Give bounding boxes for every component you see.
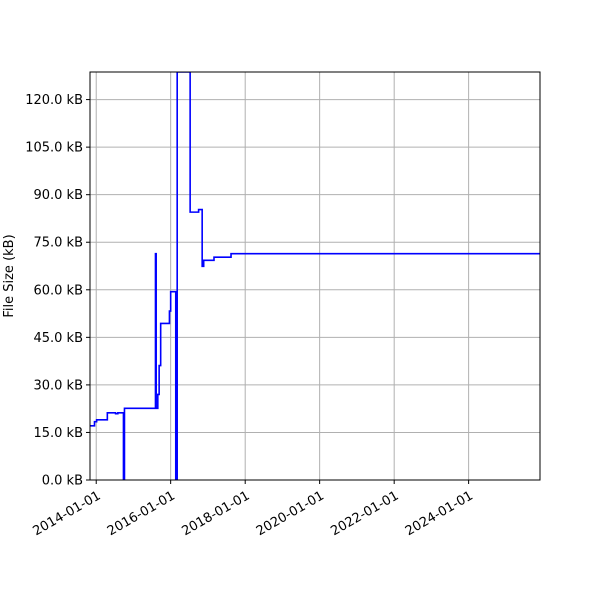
- series-layer: [90, 72, 540, 480]
- y-tick-label: 30.0 kB: [33, 378, 83, 393]
- x-axis-ticks: 2014-01-01 2016-01-01 2018-01-01 2020-01-01…: [30, 480, 476, 539]
- y-tick-label: 15.0 kB: [33, 426, 83, 441]
- x-tick-label: 2024-01-01: [403, 488, 476, 539]
- y-axis-label: File Size (kB): [2, 234, 17, 317]
- x-tick-label: 2014-01-01: [30, 488, 103, 539]
- x-tick-label: 2020-01-01: [254, 488, 327, 539]
- y-tick-label: 60.0 kB: [33, 283, 83, 298]
- grid: [90, 72, 540, 481]
- x-tick-label: 2018-01-01: [179, 488, 252, 539]
- y-tick-label: 45.0 kB: [33, 331, 83, 346]
- x-tick-label: 2016-01-01: [105, 488, 178, 539]
- x-tick-label: 2022-01-01: [328, 488, 401, 539]
- y-tick-label: 105.0 kB: [25, 141, 83, 156]
- y-tick-label: 75.0 kB: [33, 236, 83, 251]
- y-tick-label: 90.0 kB: [33, 188, 83, 203]
- y-tick-label: 0.0 kB: [42, 474, 83, 489]
- plot-frame: [89, 71, 541, 481]
- y-tick-label: 120.0 kB: [25, 93, 83, 108]
- series-line-0: [90, 72, 540, 480]
- y-axis-ticks: 0.0 kB 15.0 kB 30.0 kB 45.0 kB 60.0 kB 75.0 k…: [25, 93, 90, 489]
